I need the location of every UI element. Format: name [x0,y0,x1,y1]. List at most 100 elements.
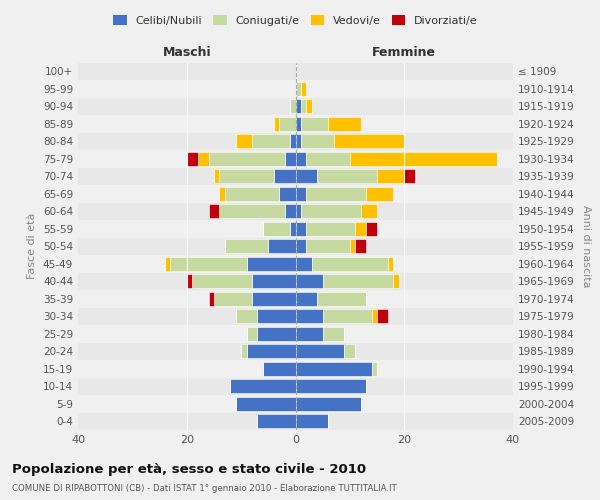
Y-axis label: Anni di nascita: Anni di nascita [581,205,591,288]
Bar [220,186,225,201]
Bar [236,396,296,411]
Bar [296,396,361,411]
Bar [296,134,301,148]
Bar [290,134,296,148]
Bar [263,222,290,236]
Bar [296,222,307,236]
Bar [377,169,404,184]
Bar [236,309,257,324]
Bar [296,152,307,166]
Bar [371,362,377,376]
Bar [225,186,279,201]
Bar [371,309,377,324]
Bar [209,204,220,218]
Bar [334,134,404,148]
Bar [394,274,399,288]
Bar [296,116,301,131]
Bar [307,239,350,254]
Bar [78,290,513,308]
Bar [78,150,513,168]
Bar [296,292,317,306]
Bar [296,274,323,288]
Bar [78,115,513,132]
Bar [296,186,307,201]
Bar [296,344,344,358]
Bar [78,238,513,255]
Bar [78,168,513,185]
Bar [209,292,214,306]
Legend: Celibi/Nubili, Coniugati/e, Vedovi/e, Divorziati/e: Celibi/Nubili, Coniugati/e, Vedovi/e, Di… [109,11,482,30]
Bar [170,256,247,271]
Bar [78,360,513,378]
Bar [78,412,513,430]
Bar [279,116,296,131]
Bar [78,185,513,202]
Bar [78,325,513,342]
Text: Femmine: Femmine [372,46,436,59]
Text: Maschi: Maschi [163,46,211,59]
Bar [301,82,307,96]
Bar [165,256,170,271]
Bar [279,186,296,201]
Bar [220,169,274,184]
Bar [247,256,296,271]
Bar [268,239,296,254]
Bar [317,292,366,306]
Bar [257,414,296,428]
Bar [247,344,296,358]
Bar [296,82,301,96]
Bar [78,202,513,220]
Bar [78,132,513,150]
Bar [78,342,513,360]
Bar [323,326,344,341]
Bar [187,152,197,166]
Bar [355,222,366,236]
Bar [323,309,371,324]
Bar [78,308,513,325]
Bar [296,204,301,218]
Bar [312,256,388,271]
Bar [307,186,366,201]
Bar [301,99,307,114]
Bar [78,395,513,412]
Bar [252,274,296,288]
Bar [257,326,296,341]
Bar [252,134,290,148]
Bar [274,116,279,131]
Bar [247,326,257,341]
Y-axis label: Fasce di età: Fasce di età [28,213,37,280]
Bar [214,169,220,184]
Bar [366,186,394,201]
Bar [328,116,361,131]
Bar [78,378,513,395]
Text: COMUNE DI RIPABOTTONI (CB) - Dati ISTAT 1° gennaio 2010 - Elaborazione TUTTITALI: COMUNE DI RIPABOTTONI (CB) - Dati ISTAT … [12,484,397,493]
Bar [78,272,513,290]
Bar [301,204,361,218]
Bar [388,256,394,271]
Bar [355,239,366,254]
Bar [214,292,252,306]
Bar [344,344,355,358]
Bar [274,169,296,184]
Bar [252,292,296,306]
Text: Popolazione per età, sesso e stato civile - 2010: Popolazione per età, sesso e stato civil… [12,462,366,475]
Bar [296,309,323,324]
Bar [78,220,513,238]
Bar [350,239,355,254]
Bar [192,274,252,288]
Bar [296,379,366,394]
Bar [307,222,355,236]
Bar [366,222,377,236]
Bar [241,344,247,358]
Bar [290,222,296,236]
Bar [284,152,296,166]
Bar [197,152,209,166]
Bar [307,99,312,114]
Bar [296,414,328,428]
Bar [377,309,388,324]
Bar [78,80,513,98]
Bar [290,99,296,114]
Bar [263,362,296,376]
Bar [296,256,312,271]
Bar [209,152,284,166]
